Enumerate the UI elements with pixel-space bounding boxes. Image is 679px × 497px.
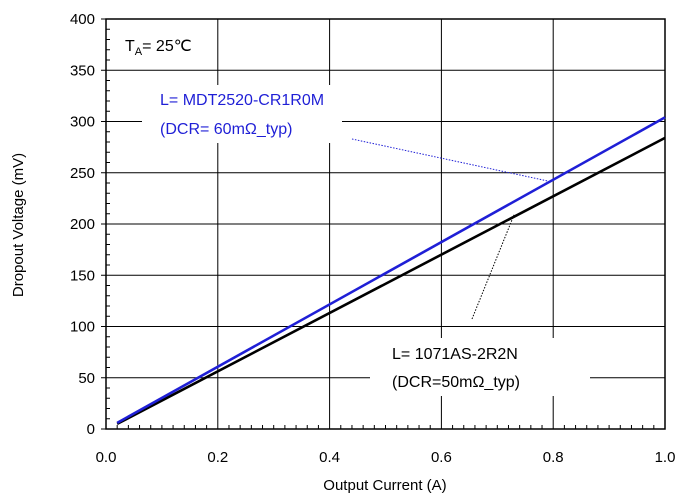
y-axis-title: Dropout Voltage (mV): [10, 153, 27, 297]
y-tick-label: 50: [78, 370, 95, 387]
x-tick-label: 0.6: [431, 449, 452, 466]
annotation-line2: (DCR= 60mΩ_typ): [160, 121, 292, 138]
y-tick-label: 350: [70, 62, 95, 79]
annotation-leader-line: [471, 214, 515, 320]
condition-rest: = 25℃: [142, 38, 192, 55]
annotation-box: [142, 85, 342, 143]
y-tick-label: 0: [87, 421, 95, 438]
annotation-box: [370, 338, 590, 396]
tick-labels: 0.0 0.2 0.4 0.6 0.8 1.0 0 50 100 150 200 250 300 350 4…: [70, 11, 675, 466]
y-tick-label: 300: [70, 114, 95, 131]
annotation-line1: L= MDT2520-CR1R0M: [160, 92, 324, 109]
temperature-condition: TA= 25℃: [125, 38, 192, 58]
x-axis-title: Output Current (A): [323, 477, 446, 494]
condition-subscript: A: [135, 46, 143, 58]
annotation-leader-line: [351, 138, 548, 182]
y-tick-label: 250: [70, 165, 95, 182]
x-tick-label: 0.2: [207, 449, 228, 466]
condition-main: T: [125, 38, 135, 55]
annotation-line2: (DCR=50mΩ_typ): [392, 374, 520, 391]
y-tick-label: 400: [70, 11, 95, 28]
y-tick-label: 100: [70, 319, 95, 336]
annotation-layer: L= MDT2520-CR1R0M (DCR= 60mΩ_typ) L= 1071A…: [142, 85, 590, 396]
series-line: [116, 136, 666, 426]
plot-frame: [105, 18, 666, 430]
y-tick-label: 200: [70, 216, 95, 233]
x-tick-label: 0.0: [96, 449, 117, 466]
x-tick-label: 0.4: [319, 449, 340, 466]
annotation-line1: L= 1071AS-2R2N: [392, 346, 518, 363]
y-tick-label: 150: [70, 267, 95, 284]
x-tick-label: 1.0: [655, 449, 676, 466]
series-line: [116, 116, 666, 424]
series-layer: [116, 116, 666, 426]
x-tick-label: 0.8: [543, 449, 564, 466]
